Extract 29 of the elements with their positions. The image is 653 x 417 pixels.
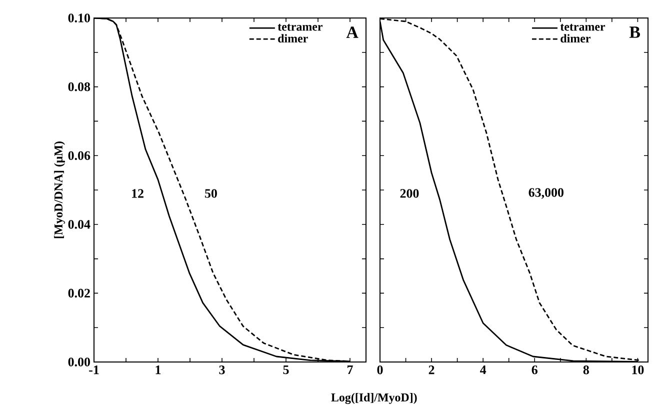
legend-label: tetramer <box>560 24 606 31</box>
x-tick-label: 10 <box>632 366 644 374</box>
legend-label: tetramer <box>278 24 322 31</box>
x-tick-label: 0 <box>377 366 383 374</box>
legend-label: dimer <box>560 34 590 43</box>
x-tick-label: 4 <box>480 366 486 374</box>
legend-label: dimer <box>278 34 308 43</box>
x-tick-label: -1 <box>89 366 99 374</box>
y-tick-label: 0.10 <box>68 14 90 22</box>
x-tick-label: 3 <box>219 366 225 374</box>
annotation: 63,000 <box>528 188 564 199</box>
y-tick-label: 0.06 <box>68 151 90 160</box>
y-tick-label: 0.04 <box>68 220 90 229</box>
annotation: 50 <box>205 189 217 198</box>
y-tick-label: 0.08 <box>68 82 90 92</box>
x-tick-label: 2 <box>428 366 434 374</box>
annotation: 200 <box>400 189 419 198</box>
annotation: 12 <box>132 189 144 198</box>
x-tick-label: 5 <box>283 366 289 374</box>
y-tick-label: 0.02 <box>68 288 90 298</box>
x-tick-label: 7 <box>348 366 353 374</box>
x-tick-label: 6 <box>532 366 538 374</box>
chart-title: A <box>346 26 358 38</box>
x-axis-title: Log([Id]/MyoD]) <box>331 393 417 404</box>
y-axis-title: [MyoD/DNA] (μM) <box>54 142 65 238</box>
y-tick-label: 0.00 <box>68 358 90 366</box>
x-tick-label: 1 <box>156 366 161 374</box>
x-tick-label: 8 <box>583 366 589 374</box>
chart-title: B <box>629 26 640 38</box>
